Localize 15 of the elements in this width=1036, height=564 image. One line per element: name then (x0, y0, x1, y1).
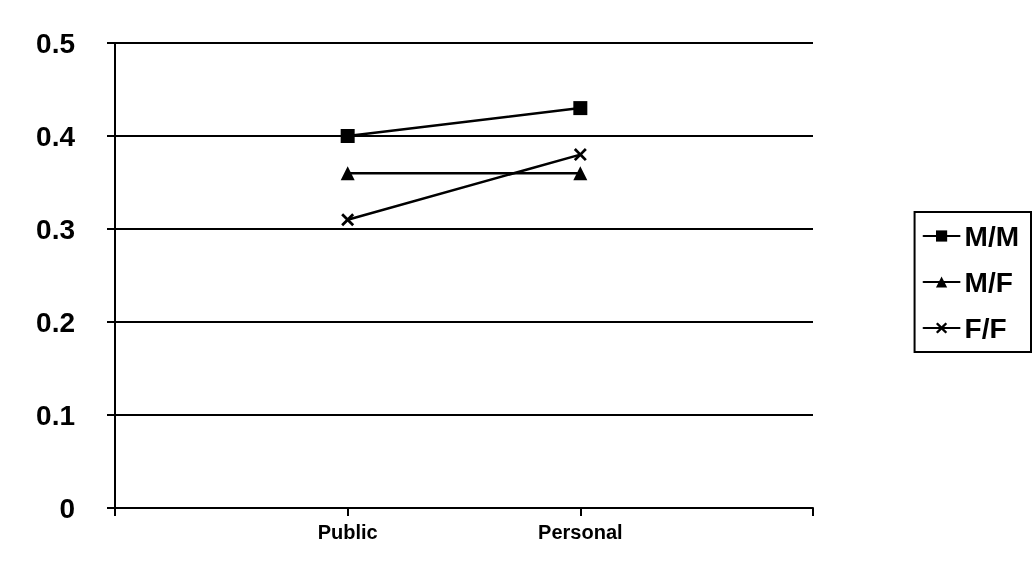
x-tick-label: Personal (538, 521, 623, 543)
y-tick-label: 0 (59, 492, 75, 524)
y-tick-label: 0.4 (36, 120, 76, 152)
y-tick-label: 0.1 (36, 399, 75, 431)
point (573, 101, 588, 116)
y-tick-label: 0.3 (36, 213, 75, 245)
point (340, 129, 355, 143)
legend-label: M/M (964, 220, 1020, 252)
x-tick-label: Public (317, 521, 378, 543)
legend-label: F/F (964, 312, 1007, 344)
y-tick-label: 0.2 (36, 306, 75, 338)
legend-label: M/F (964, 266, 1013, 298)
y-tick-label: 0.5 (36, 27, 75, 59)
point (341, 213, 355, 227)
point (573, 148, 587, 162)
